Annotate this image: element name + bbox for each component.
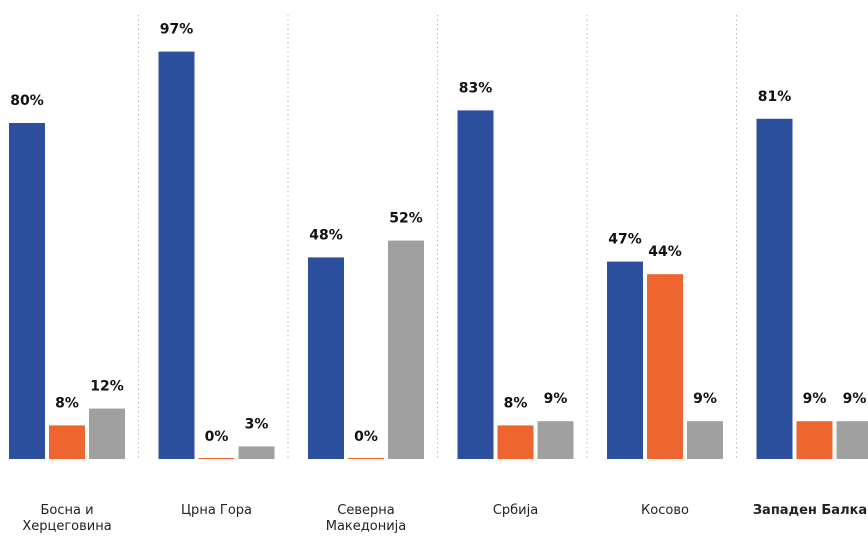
data-label: 81% <box>758 89 792 105</box>
bar <box>537 421 574 459</box>
data-label: 83% <box>459 80 493 96</box>
category-label: Црна Гора <box>180 503 253 518</box>
bar <box>89 408 125 459</box>
data-label: 48% <box>309 227 343 243</box>
data-label: 3% <box>245 416 269 432</box>
data-label: 9% <box>544 391 568 407</box>
bar <box>836 421 868 459</box>
data-label: 47% <box>608 232 642 248</box>
bar <box>238 446 275 459</box>
bar <box>647 274 683 459</box>
data-label: 80% <box>10 93 44 109</box>
bar <box>49 425 85 459</box>
data-label: 0% <box>205 429 229 445</box>
data-label: 44% <box>648 244 682 260</box>
category-label: Босна и Херцеговина <box>22 503 112 534</box>
bar <box>796 421 833 459</box>
bar <box>756 118 793 460</box>
bar <box>308 257 344 459</box>
data-label: 52% <box>389 211 423 227</box>
data-label: 9% <box>843 391 867 407</box>
data-label: 8% <box>504 395 528 411</box>
data-label: 0% <box>354 429 378 445</box>
bar <box>687 421 723 459</box>
bar <box>497 425 534 459</box>
bar <box>348 458 384 459</box>
category-label: Северна Македонија <box>325 503 407 534</box>
data-label: 9% <box>693 391 717 407</box>
bar <box>158 51 195 459</box>
data-label: 12% <box>90 379 124 395</box>
data-label: 8% <box>55 395 79 411</box>
category-label: Србија <box>492 503 539 518</box>
category-label: Западен Балкан <box>752 503 868 518</box>
data-label: 97% <box>160 22 194 38</box>
bar <box>457 110 494 460</box>
bar <box>9 123 45 459</box>
bar <box>198 458 235 459</box>
category-label: Косово <box>641 503 689 518</box>
bar <box>607 261 643 459</box>
bar <box>388 240 424 459</box>
data-label: 9% <box>803 391 827 407</box>
